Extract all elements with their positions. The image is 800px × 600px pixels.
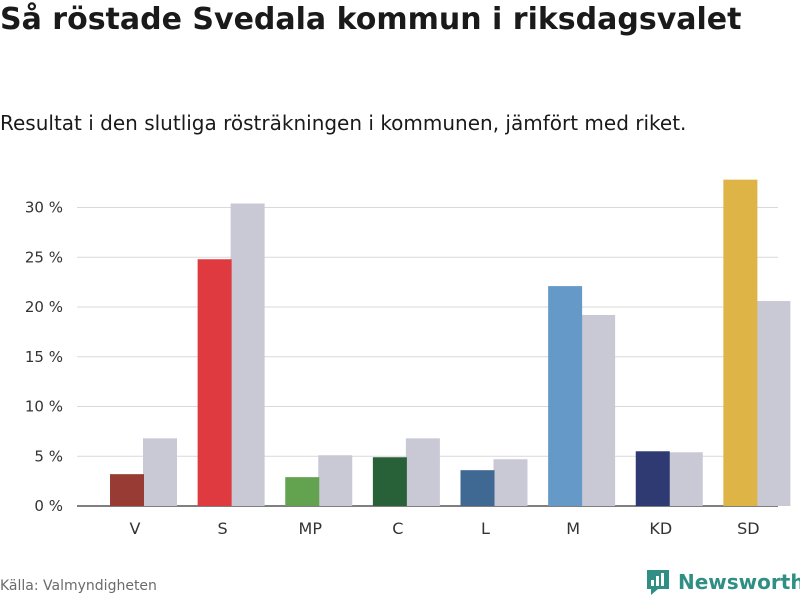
x-tick-label: MP	[299, 519, 323, 538]
bar-riket-m	[581, 314, 616, 506]
bar-riket-v	[143, 438, 177, 506]
bar-riket-l	[493, 459, 528, 506]
bar-kommun-m	[548, 286, 583, 506]
bar-kommun-kd	[635, 451, 670, 506]
bar-riket-s	[230, 203, 265, 506]
brand-name: Newsworthy	[678, 570, 800, 594]
bar-kommun-v	[110, 474, 144, 506]
chart-title: Så röstade Svedala kommun i riksdagsvale…	[0, 2, 742, 37]
chart-subtitle: Resultat i den slutliga rösträkningen i …	[0, 111, 687, 135]
x-tick-label: M	[566, 519, 580, 538]
bar-chart: 0 % 5 % 10 % 15 % 20 % 25 % 30 % V S MP C L M KD SD	[25, 179, 791, 538]
newsworthy-brand[interactable]: Newsworthy	[645, 568, 800, 596]
x-tick-label: C	[392, 519, 403, 538]
bar-kommun-mp	[285, 477, 320, 506]
x-tick-label: KD	[649, 519, 672, 538]
bar-kommun-s	[197, 259, 232, 506]
x-tick-label: SD	[737, 519, 759, 538]
source-note: Källa: Valmyndigheten	[0, 578, 157, 594]
x-tick-label: V	[130, 519, 141, 538]
x-tick-label: L	[481, 519, 490, 538]
y-tick-label: 5 %	[34, 447, 63, 465]
bar-riket-c	[405, 438, 440, 506]
y-tick-label: 15 %	[25, 348, 63, 366]
bar-riket-mp	[318, 455, 353, 506]
bars	[110, 179, 791, 506]
x-tick-label: S	[218, 519, 228, 538]
newsworthy-logo-icon	[647, 570, 669, 595]
grid-lines: 0 % 5 % 10 % 15 % 20 % 25 % 30 %	[25, 199, 778, 515]
x-axis-labels: V S MP C L M KD SD	[130, 519, 760, 538]
bar-riket-kd	[668, 452, 703, 506]
y-tick-label: 0 %	[34, 497, 63, 515]
y-tick-label: 20 %	[25, 298, 63, 316]
bar-riket-sd	[756, 301, 791, 506]
y-tick-label: 10 %	[25, 398, 63, 416]
y-tick-label: 25 %	[25, 248, 63, 266]
bar-kommun-sd	[723, 179, 758, 506]
bar-kommun-c	[372, 457, 407, 506]
y-tick-label: 30 %	[25, 199, 63, 217]
bar-kommun-l	[460, 470, 495, 506]
